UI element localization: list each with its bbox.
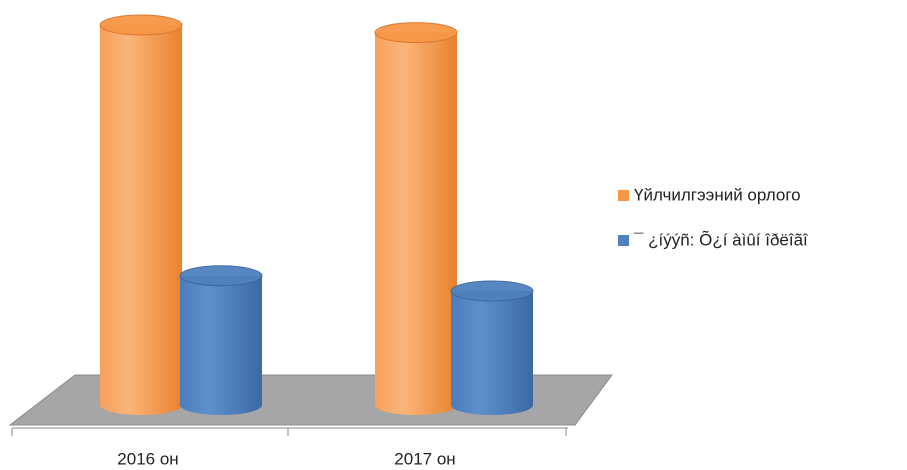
legend-swatch: [618, 235, 629, 246]
cylinder-body: [180, 275, 262, 415]
cylinder: [99, 14, 183, 415]
legend-swatch: [618, 190, 629, 201]
x-tick-label: 2017 он: [394, 449, 455, 468]
cylinder-body: [375, 32, 457, 415]
cylinder: [450, 280, 534, 415]
legend-label: Үйлчилгээний орлого: [634, 185, 801, 204]
legend-label: ¯ ¿íýýñ: Õ¿í àìûí îðëîãî: [633, 230, 809, 249]
cylinder: [374, 22, 458, 415]
cylinder-top: [450, 280, 534, 302]
cylinder-top: [374, 22, 458, 44]
cylinder-body: [451, 291, 533, 415]
cylinder-body: [100, 25, 182, 415]
cylinder-top: [179, 265, 263, 287]
cylinder: [179, 265, 263, 415]
x-tick-label: 2016 он: [117, 449, 178, 468]
cylinder-top: [99, 14, 183, 36]
